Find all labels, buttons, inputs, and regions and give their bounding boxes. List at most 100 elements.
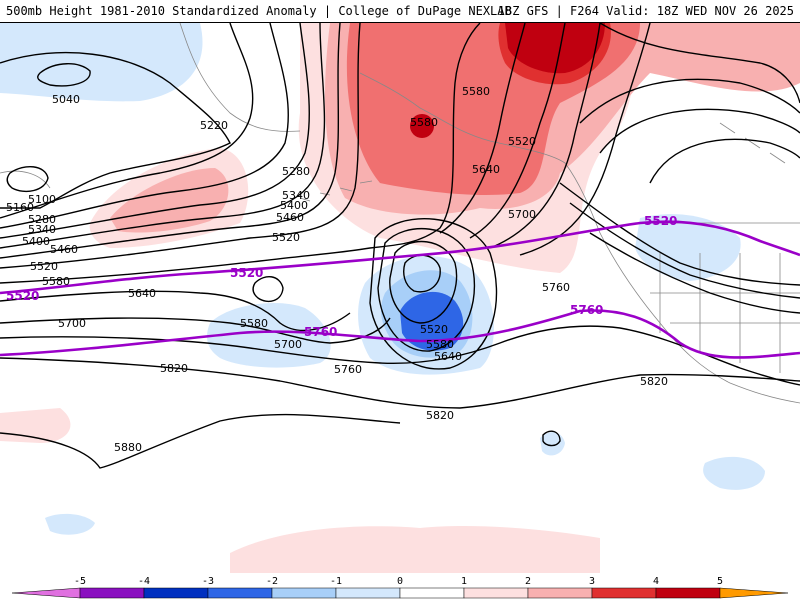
contour-label: 5580 xyxy=(462,85,490,98)
contour-small-south xyxy=(542,430,561,447)
contour-low-5700 xyxy=(369,218,498,370)
contour-5040 xyxy=(37,63,91,87)
reference-5760 xyxy=(0,309,800,359)
contour-label: 5640 xyxy=(128,287,156,300)
contour-5640-mid xyxy=(0,290,351,331)
reference-labels: 5520 5520 5520 5760 5760 xyxy=(6,214,677,339)
contour-upper-right-a xyxy=(599,23,800,104)
reference-label: 5520 xyxy=(230,266,263,280)
anomaly-p0-southeast xyxy=(230,526,600,573)
anomaly-m0-small-center xyxy=(540,431,565,456)
contour-5760-mid xyxy=(0,325,800,386)
run-info: 18Z GFS | F264 Valid: 18Z WED NOV 26 202… xyxy=(497,4,794,18)
contour-upper-right-b xyxy=(579,78,800,124)
reference-label: 5520 xyxy=(6,289,39,303)
header-bar: 500mb Height 1981-2010 Standardized Anom… xyxy=(0,0,800,23)
contour-label: 5340 xyxy=(28,223,56,236)
positive-anomaly-shading xyxy=(0,23,800,573)
contour-label: 5700 xyxy=(274,338,302,351)
contour-5760-north xyxy=(489,23,601,249)
contour-upper-right-c xyxy=(599,108,800,154)
colorbar-bin xyxy=(335,587,401,599)
contour-label: 5520 xyxy=(508,135,536,148)
contour-label: 5520 xyxy=(420,323,448,336)
anomaly-m0-sw xyxy=(45,513,95,535)
colorbar-bin xyxy=(655,587,721,599)
contour-label: 5460 xyxy=(50,243,78,256)
anomaly-map: 5040 5100 5160 5220 5280 5280 5340 5340 … xyxy=(0,23,800,573)
contour-east-a xyxy=(559,182,800,286)
map-panel[interactable]: 5040 5100 5160 5220 5280 5280 5340 5340 … xyxy=(0,23,800,573)
colorbar-tick-label: -2 xyxy=(266,576,278,587)
colorbar-graphic: -5 -4 -3 -2 -1 0 1 2 3 4 5 xyxy=(11,576,789,599)
contour-5280-a xyxy=(0,23,289,229)
colorbar-bin xyxy=(527,587,593,599)
colorbar-tick-label: 0 xyxy=(397,576,403,587)
contour-label: 5880 xyxy=(114,441,142,454)
negative-anomaly-shading xyxy=(0,23,765,535)
contour-label: 5820 xyxy=(640,375,668,388)
reference-label: 5760 xyxy=(304,325,337,339)
map-title: 500mb Height 1981-2010 Standardized Anom… xyxy=(6,4,512,18)
anomaly-p4-bering xyxy=(505,23,605,74)
contour-low-5580 xyxy=(389,240,458,324)
contour-label: 5100 xyxy=(28,193,56,206)
height-contours xyxy=(0,23,800,469)
colorbar-tick-label: -4 xyxy=(138,576,150,587)
contour-label: 5520 xyxy=(272,231,300,244)
contour-upper-right-d xyxy=(649,138,800,184)
contour-labels: 5040 5100 5160 5220 5280 5280 5340 5340 … xyxy=(6,85,668,454)
contour-label: 5580 xyxy=(42,275,70,288)
contour-label: 5580 xyxy=(410,116,438,129)
anomaly-p1-west-pacific xyxy=(110,168,229,233)
reference-5520 xyxy=(0,220,800,295)
coastline-siberia xyxy=(179,23,301,132)
contour-5700-north xyxy=(469,23,566,239)
colorbar-bin xyxy=(591,587,657,599)
contour-label: 5640 xyxy=(472,163,500,176)
contour-5460 xyxy=(0,23,341,259)
colorbar-bin xyxy=(463,587,529,599)
contour-5880 xyxy=(0,413,401,469)
contour-label: 5280 xyxy=(28,213,56,226)
contour-label: 5640 xyxy=(434,350,462,363)
contour-label: 5580 xyxy=(426,338,454,351)
reference-contours xyxy=(0,220,800,359)
contour-label: 5400 xyxy=(280,199,308,212)
colorbar-bin xyxy=(271,587,337,599)
anomaly-p4-small xyxy=(410,114,434,138)
colorbar-tick-label: -1 xyxy=(330,576,342,587)
anomaly-m0-pacific-nw xyxy=(635,214,741,281)
contour-label: 5040 xyxy=(52,93,80,106)
contour-5700-mid xyxy=(0,317,391,344)
contour-small-closed xyxy=(252,276,284,303)
contour-label: 5700 xyxy=(508,208,536,221)
colorbar-arrow-left xyxy=(11,587,81,599)
colorbar-tick-label: 5 xyxy=(717,576,723,587)
anomaly-m0-small-east xyxy=(703,456,765,490)
anomaly-m0-west-central xyxy=(207,303,331,368)
colorbar-tick-label: 2 xyxy=(525,576,531,587)
contour-label: 5760 xyxy=(542,281,570,294)
colorbar-tick-label: 4 xyxy=(653,576,659,587)
coastline-kamchatka xyxy=(0,170,51,189)
contour-label: 5220 xyxy=(200,119,228,132)
colorbar: -5 -4 -3 -2 -1 0 1 2 3 4 5 xyxy=(0,573,800,600)
coastline-north-america xyxy=(599,232,800,404)
contour-5820-mid xyxy=(0,357,800,409)
east-coast-islands xyxy=(719,122,786,164)
contour-5220 xyxy=(0,23,254,219)
contour-label: 5820 xyxy=(160,362,188,375)
contour-label: 5520 xyxy=(30,260,58,273)
colorbar-tick-label: 3 xyxy=(589,576,595,587)
contour-label: 5280 xyxy=(282,165,310,178)
colorbar-bin xyxy=(399,587,465,599)
contour-5100 xyxy=(6,166,49,193)
contour-label: 5820 xyxy=(426,409,454,422)
coastline-alaska xyxy=(359,72,601,234)
colorbar-bin xyxy=(207,587,273,599)
contour-label: 5400 xyxy=(22,235,50,248)
colorbar-tick-label: -3 xyxy=(202,576,214,587)
colorbar-bin xyxy=(143,587,209,599)
colorbar-tick-label: -5 xyxy=(74,576,86,587)
